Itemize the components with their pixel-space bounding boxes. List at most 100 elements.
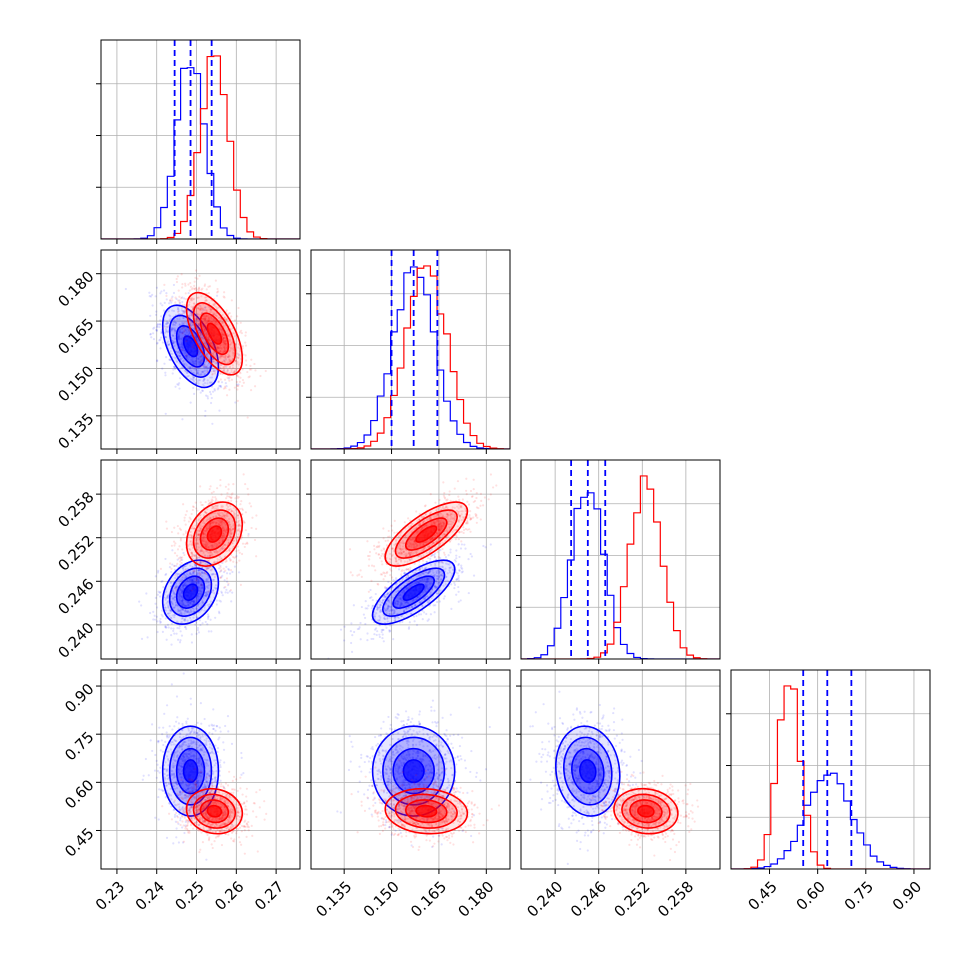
scatter-point — [401, 591, 404, 594]
scatter-point — [156, 630, 159, 634]
scatter-point — [217, 316, 220, 319]
scatter-point — [173, 366, 177, 369]
scatter-point — [370, 579, 373, 582]
scatter-point — [439, 515, 442, 518]
scatter-point — [175, 589, 178, 592]
scatter-point — [190, 542, 194, 545]
scatter-point — [180, 595, 183, 598]
scatter-point — [237, 523, 240, 527]
scatter-point — [186, 579, 189, 582]
scatter-point — [189, 297, 192, 300]
scatter-point — [214, 587, 218, 591]
scatter-point — [394, 601, 397, 604]
scatter-point — [216, 290, 220, 293]
scatter-point — [173, 598, 177, 602]
scatter-point — [208, 308, 211, 311]
scatter-point — [188, 303, 191, 306]
scatter-point — [394, 602, 397, 605]
scatter-point — [237, 525, 240, 528]
scatter-point — [223, 586, 226, 589]
scatter-point — [384, 595, 387, 599]
scatter-point — [221, 532, 225, 535]
scatter-point — [447, 522, 450, 526]
scatter-point — [206, 563, 209, 566]
scatter-point — [176, 605, 180, 608]
scatter-point — [159, 567, 163, 570]
scatter-point — [221, 534, 224, 538]
scatter-point — [194, 319, 197, 322]
scatter-point — [180, 601, 184, 604]
scatter-point — [170, 594, 173, 598]
scatter-point — [425, 566, 428, 569]
scatter-point — [441, 525, 444, 528]
scatter-point — [460, 564, 463, 567]
scatter-point — [172, 283, 176, 287]
scatter-point — [176, 610, 180, 613]
scatter-point — [432, 604, 435, 607]
scatter-point — [124, 287, 127, 291]
scatter-point — [409, 542, 412, 545]
scatter-point — [238, 380, 241, 383]
scatter-point — [363, 616, 367, 620]
scatter-point — [207, 567, 210, 570]
scatter-point — [434, 587, 438, 590]
scatter-point — [215, 362, 218, 365]
scatter-point — [193, 302, 196, 305]
scatter-point — [218, 327, 221, 330]
contour-line — [199, 517, 230, 551]
scatter-point — [148, 291, 151, 294]
scatter-point — [214, 523, 218, 526]
scatter-point — [181, 331, 184, 334]
scatter-point — [155, 360, 159, 363]
scatter-point — [156, 593, 159, 596]
scatter-point — [205, 529, 208, 532]
scatter-point — [223, 296, 226, 299]
scatter-point — [190, 512, 193, 516]
scatter-point — [208, 317, 211, 320]
scatter-point — [190, 578, 193, 582]
scatter-point — [194, 335, 197, 339]
scatter-point — [156, 341, 159, 344]
scatter-point — [434, 522, 437, 525]
scatter-point — [380, 549, 383, 552]
scatter-point — [229, 349, 232, 352]
scatter-point — [195, 289, 198, 292]
scatter-point — [195, 539, 198, 542]
scatter-point — [180, 341, 183, 344]
scatter-point — [226, 376, 229, 379]
scatter-point — [213, 312, 216, 315]
scatter-point — [190, 589, 193, 592]
scatter-point — [212, 589, 215, 592]
scatter-point — [201, 322, 204, 325]
scatter-point — [175, 359, 178, 362]
scatter-point — [169, 299, 172, 303]
scatter-point — [222, 295, 225, 298]
scatter-point — [178, 337, 181, 340]
scatter-point — [212, 319, 215, 322]
scatter-point — [199, 523, 202, 527]
scatter-point — [442, 525, 445, 528]
scatter-point — [224, 350, 227, 353]
scatter-point — [211, 505, 214, 508]
scatter-point — [435, 580, 438, 583]
scatter-point — [226, 495, 229, 498]
scatter-point — [199, 516, 203, 519]
scatter-point — [183, 519, 186, 522]
scatter-point — [181, 331, 184, 334]
scatter-point — [177, 382, 181, 385]
scatter-point — [202, 514, 206, 517]
scatter-point — [196, 318, 199, 321]
scatter-point — [376, 608, 379, 611]
scatter-point — [229, 497, 233, 500]
scatter-point — [197, 369, 200, 372]
scatter-point — [228, 324, 231, 327]
scatter-point — [221, 520, 224, 524]
scatter-point — [238, 571, 241, 574]
scatter-point — [187, 309, 190, 312]
scatter-point — [191, 360, 194, 363]
scatter-point — [183, 576, 187, 580]
scatter-point — [457, 503, 461, 506]
scatter-point — [195, 317, 198, 320]
scatter-point — [206, 541, 209, 545]
scatter-point — [409, 584, 412, 587]
